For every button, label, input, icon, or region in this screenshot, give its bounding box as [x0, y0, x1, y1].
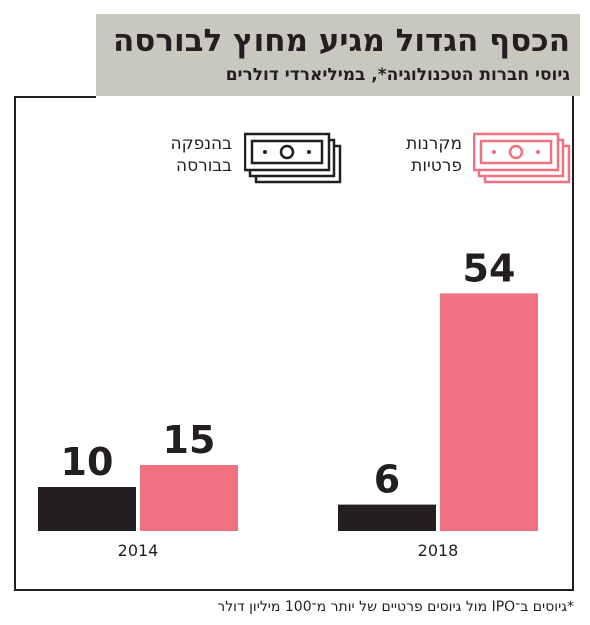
chart-frame: [14, 96, 574, 591]
data-label-private-2014: 15: [163, 418, 216, 462]
data-label-private-2018: 54: [463, 246, 516, 290]
legend-label-ipo: בהנפקה בבורסה: [170, 134, 232, 176]
banknote-stack-icon: [244, 132, 342, 184]
bar-private-2014: [140, 465, 238, 531]
bar-ipo-2018: [338, 504, 436, 531]
data-label-ipo-2018: 6: [374, 458, 400, 502]
data-label-ipo-2014: 10: [61, 440, 114, 484]
chart-title: הכסף הגדול מגיע מחוץ לבורסה: [112, 23, 570, 59]
category-label-2018: 2018: [418, 541, 459, 560]
chart-subtitle: גיוסי חברות הטכנולוגיה*, במיליארדי דולרי…: [225, 65, 570, 85]
bar-ipo-2014: [38, 487, 136, 531]
bar-private-2018: [440, 293, 538, 531]
chart-header: הכסף הגדול מגיע מחוץ לבורסה גיוסי חברות …: [96, 14, 580, 96]
banknote-stack-icon: [473, 132, 571, 184]
frame-top-line: [14, 96, 96, 98]
legend-label-private-funds: מקרנות פרטיות: [406, 134, 462, 176]
category-label-2014: 2014: [118, 541, 159, 560]
footnote: *גיוסים ב־IPO מול גיוסים פרטיים של יותר …: [217, 599, 574, 615]
